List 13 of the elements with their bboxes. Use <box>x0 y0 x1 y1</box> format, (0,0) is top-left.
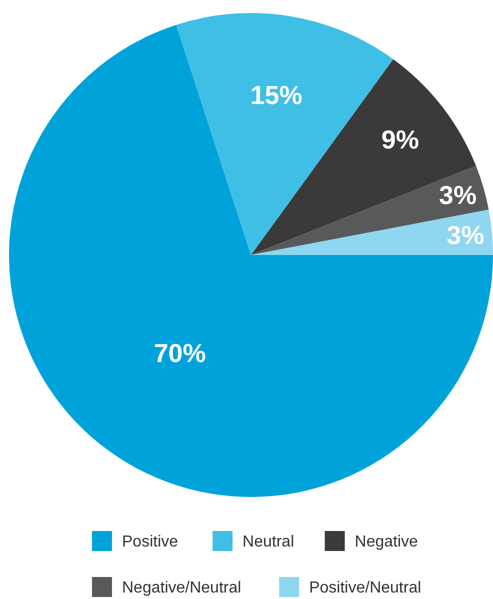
data-label: 9% <box>381 124 419 154</box>
pie-slice <box>251 210 493 255</box>
legend-label: Positive/Neutral <box>309 580 422 597</box>
data-label: 3% <box>439 180 477 210</box>
legend-label: Neutral <box>242 534 294 551</box>
pie-slice <box>9 24 493 497</box>
legend-label: Positive <box>122 534 178 551</box>
data-label: 3% <box>446 220 484 250</box>
legend-label: Negative <box>354 534 418 551</box>
data-label: 15% <box>250 80 302 110</box>
legend-label: Negative/Neutral <box>122 580 242 597</box>
pie-slice <box>251 166 489 255</box>
data-label: 70% <box>154 338 206 368</box>
